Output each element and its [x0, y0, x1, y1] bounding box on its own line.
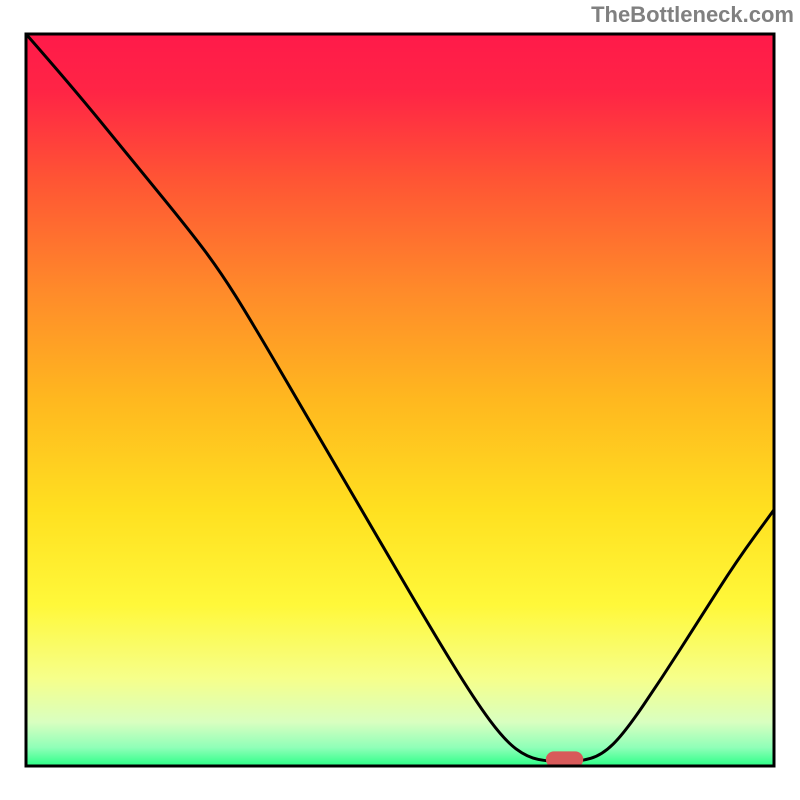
plot-background [26, 34, 774, 766]
bottleneck-chart: TheBottleneck.com [0, 0, 800, 800]
chart-svg [0, 0, 800, 800]
